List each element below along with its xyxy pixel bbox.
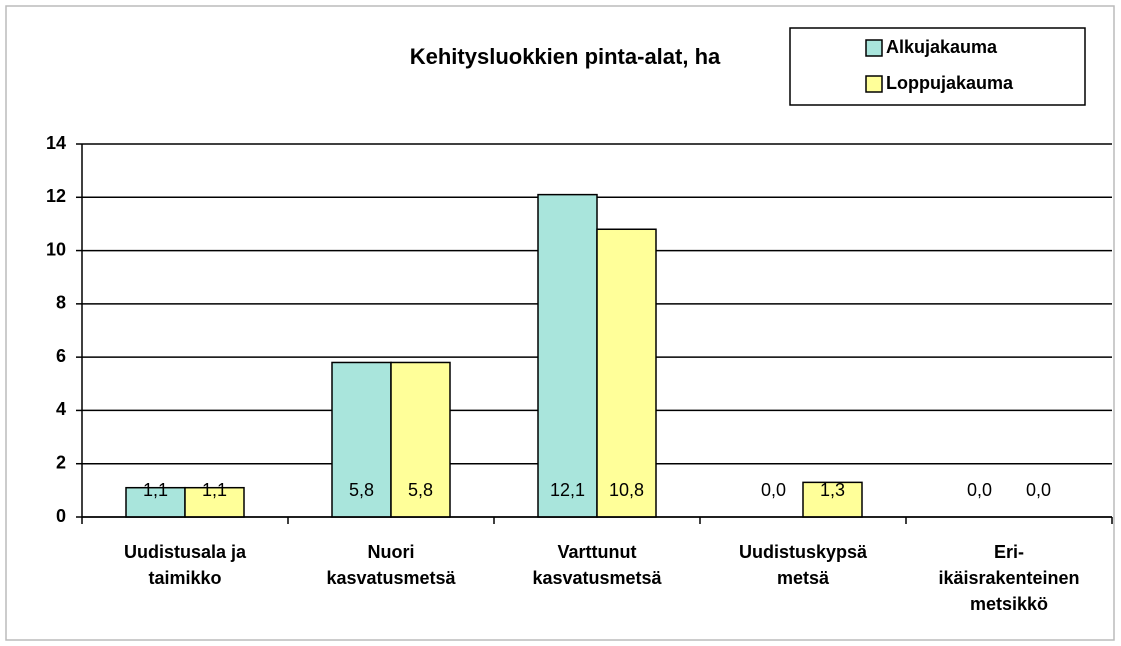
value-label: 5,8 [349, 480, 374, 500]
value-label: 12,1 [550, 480, 585, 500]
bar [537, 193, 598, 518]
x-tick-label: Varttunut kasvatusmetsä [532, 542, 662, 588]
y-tick-label: 6 [56, 346, 66, 366]
x-tick-label: Nuori kasvatusmetsä [326, 542, 456, 588]
y-tick-label: 0 [56, 506, 66, 526]
legend-label: Alkujakauma [886, 37, 998, 57]
bar [184, 486, 245, 518]
bar [802, 481, 863, 518]
x-tick-label: Uudistuskypsä metsä [739, 542, 868, 588]
bar [390, 361, 451, 518]
value-label: 1,3 [820, 480, 845, 500]
value-label: 0,0 [967, 480, 992, 500]
x-tick-label: Eri-ikäisrakenteinen metsikkö [938, 542, 1079, 614]
y-tick-label: 4 [56, 399, 66, 419]
value-label: 0,0 [1026, 480, 1051, 500]
value-label: 10,8 [609, 480, 644, 500]
chart-title: Kehitysluokkien pinta-alat, ha [410, 44, 721, 69]
y-tick-label: 14 [46, 133, 66, 153]
value-label: 0,0 [761, 480, 786, 500]
value-label: 5,8 [408, 480, 433, 500]
bar [596, 228, 657, 518]
y-tick-label: 8 [56, 293, 66, 313]
x-tick-label: Uudistusala ja taimikko [124, 542, 247, 588]
y-tick-label: 12 [46, 186, 66, 206]
y-tick-label: 2 [56, 452, 66, 472]
value-label: 1,1 [202, 480, 227, 500]
legend-box [789, 27, 1086, 106]
legend-label: Loppujakauma [886, 73, 1014, 93]
legend-swatch [865, 39, 883, 57]
value-label: 1,1 [143, 480, 168, 500]
y-tick-label: 10 [46, 239, 66, 259]
legend-swatch [865, 75, 883, 93]
